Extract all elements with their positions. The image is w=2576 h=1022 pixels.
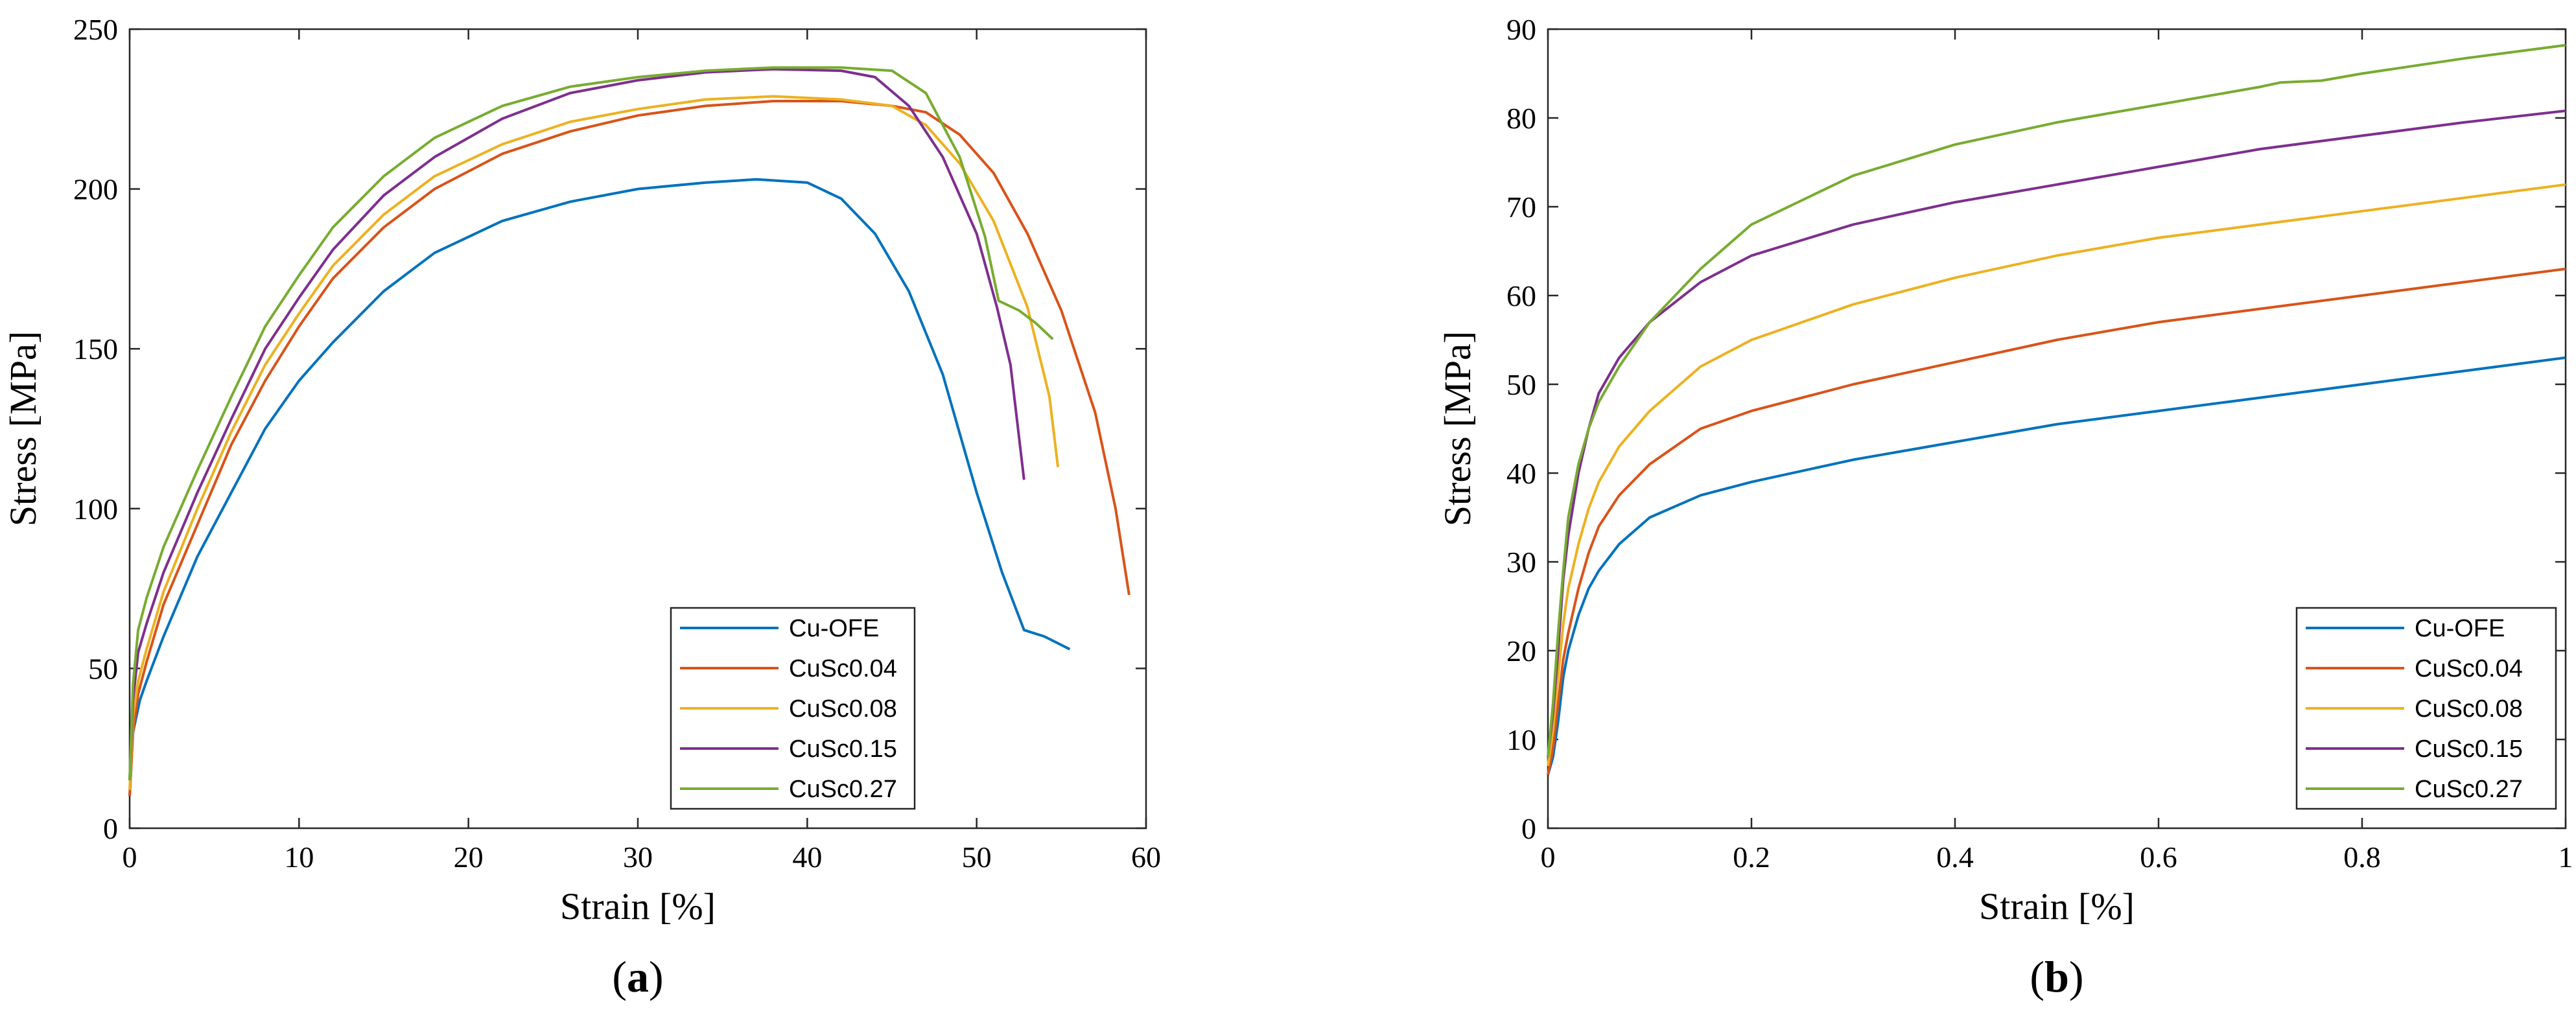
caption-close-paren: ) — [2069, 952, 2084, 1001]
y-tick-label: 10 — [1506, 723, 1536, 756]
x-tick-label: 0 — [1541, 841, 1556, 874]
legend-label: CuSc0.27 — [789, 776, 897, 803]
x-axis-label: Strain [%] — [560, 885, 716, 927]
caption-close-paren: ) — [649, 952, 664, 1001]
y-tick-label: 0 — [1521, 812, 1536, 845]
x-tick-label: 0 — [123, 841, 137, 874]
legend: Cu-OFE CuSc0.04 CuSc0.08 CuSc0.15 CuSc0.27 — [670, 607, 916, 810]
y-tick-label: 200 — [73, 173, 118, 206]
y-axis-label: Stress [MPa] — [2, 331, 44, 526]
y-axis-label: Stress [MPa] — [1436, 331, 1479, 526]
series-line-cusc0-27 — [128, 66, 1054, 781]
x-tick-label: 50 — [962, 841, 992, 874]
legend-label: CuSc0.08 — [2415, 695, 2523, 723]
panel-caption: (b) — [2030, 952, 2083, 1001]
y-tick-label: 60 — [1506, 279, 1536, 312]
series-line-cusc0-27 — [1547, 43, 2566, 758]
panel-caption: (a) — [612, 952, 663, 1001]
legend-label: CuSc0.15 — [2415, 736, 2523, 763]
legend-label: CuSc0.15 — [789, 736, 897, 763]
caption-letter: b — [2044, 952, 2069, 1001]
y-tick-label: 250 — [73, 13, 118, 46]
legend-label: CuSc0.04 — [2415, 655, 2523, 682]
y-tick-label: 50 — [88, 652, 118, 685]
x-tick-label: 10 — [284, 841, 314, 874]
x-tick-label: 20 — [454, 841, 484, 874]
panel-b: 0 0.2 0.4 0.6 0.8 10102030405060708090Strain … — [1436, 13, 2573, 1001]
legend-label: CuSc0.27 — [2415, 776, 2523, 803]
y-tick-label: 80 — [1506, 102, 1536, 135]
series-line-cusc0-08 — [1547, 183, 2566, 767]
y-tick-label: 150 — [73, 332, 118, 366]
plot-area — [128, 28, 1147, 830]
x-tick-label: 0.4 — [1936, 841, 1974, 874]
y-tick-label: 70 — [1506, 191, 1536, 224]
x-tick-label: 0.2 — [1733, 841, 1770, 874]
y-tick-label: 20 — [1506, 634, 1536, 668]
y-tick-label: 100 — [73, 493, 118, 526]
panel-a: 0 10 20 30 40 50 60 0 50 100 150 200 250 Strain [%] St… — [2, 13, 1161, 1001]
series-line-cu-ofe — [1547, 356, 2566, 776]
x-tick-label: 1 — [2558, 841, 2573, 874]
y-tick-label: 40 — [1506, 457, 1536, 490]
legend: Cu-OFE CuSc0.04 CuSc0.08 CuSc0.15 CuSc0.27 — [2295, 607, 2557, 810]
y-tick-label: 50 — [1506, 368, 1536, 401]
y-tick-label: 30 — [1506, 546, 1536, 579]
caption-open-paren: ( — [612, 952, 627, 1001]
series-line-cusc0-04 — [128, 100, 1130, 796]
series-line-cusc0-04 — [1547, 267, 2566, 776]
y-tick-label: 90 — [1506, 13, 1536, 46]
x-tick-label: 0.6 — [2140, 841, 2177, 874]
series-line-cu-ofe — [128, 178, 1071, 796]
series-line-cusc0-15 — [128, 67, 1025, 781]
caption-open-paren: ( — [2030, 952, 2044, 1001]
legend-label: Cu-OFE — [2415, 615, 2505, 642]
x-tick-label: 0.8 — [2343, 841, 2381, 874]
caption-letter: a — [627, 952, 649, 1001]
legend-label: CuSc0.04 — [789, 655, 897, 682]
series-line-cusc0-08 — [128, 95, 1060, 790]
legend-label: Cu-OFE — [789, 615, 879, 642]
x-tick-label: 30 — [623, 841, 653, 874]
legend-label: CuSc0.08 — [789, 695, 897, 723]
x-axis-label: Strain [%] — [1979, 885, 2135, 927]
x-tick-label: 40 — [792, 841, 822, 874]
y-tick-label: 0 — [103, 812, 118, 845]
x-tick-label: 60 — [1131, 841, 1161, 874]
